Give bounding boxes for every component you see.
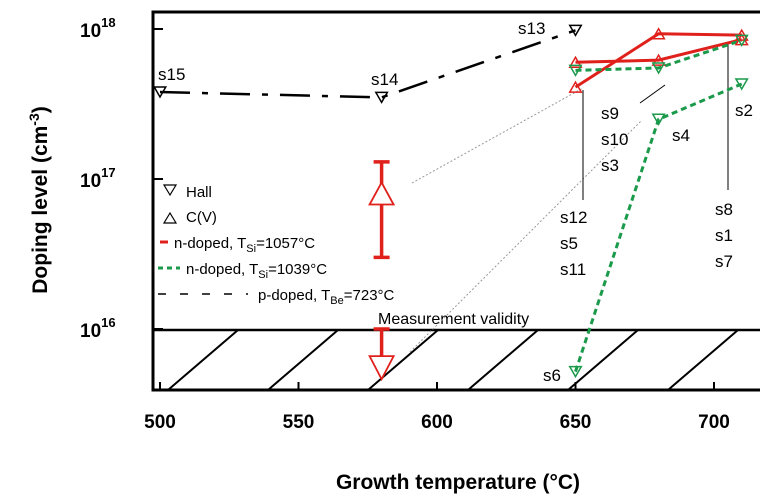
legend-text-pre: n-doped, T	[186, 261, 258, 278]
y-tick-base: 10	[80, 171, 101, 192]
hatch-line	[567, 329, 639, 391]
invalid-region: Measurement validity	[153, 311, 760, 391]
error-bar-marker	[368, 355, 396, 382]
legend-label-n-doped-1057: n-doped, TSi=1057°C	[174, 235, 315, 255]
y-axis-title: Doping level (cm-3)	[26, 106, 52, 293]
legend-text-sub: Si	[246, 243, 256, 255]
point-labels: s15 s14 s13 s2 s4 s6 s9 s10 s3 s12 s5 s1…	[158, 19, 753, 385]
legend-marker-hall	[162, 184, 178, 197]
hatch-line	[367, 329, 439, 391]
series-line	[575, 38, 743, 72]
x-axis-title: Growth temperature (°C)	[336, 471, 580, 494]
group-label-s12: s12	[560, 208, 587, 227]
group-label-s7: s7	[715, 252, 733, 271]
legend-label-p-doped: p-doped, TBe=723°C	[258, 287, 395, 307]
y-tick-exponent: 17	[101, 165, 115, 180]
point-label-s14: s14	[371, 70, 398, 89]
hatch-line	[667, 329, 739, 391]
legend-text-post: =723°C	[344, 287, 395, 304]
data-point-marker	[568, 80, 583, 93]
data-point-marker	[651, 27, 666, 40]
data-point-marker	[651, 53, 666, 66]
marker-layer	[152, 24, 749, 379]
point-label-s15: s15	[158, 65, 185, 84]
legend-text-sub: Si	[258, 269, 268, 281]
y-tick-label: 1017	[80, 165, 116, 192]
legend-text-pre: p-doped, T	[258, 287, 330, 304]
y-tick-label: 1018	[80, 15, 116, 42]
legend-label-cv: C(V)	[186, 209, 217, 226]
point-label-s4: s4	[672, 126, 690, 145]
data-point-marker	[152, 86, 168, 99]
series-line	[574, 32, 742, 89]
series-layer	[159, 29, 743, 373]
error-bar-layer	[368, 160, 396, 382]
x-tick-label: 500	[144, 412, 176, 433]
legend-text-pre: n-doped, T	[174, 235, 246, 252]
series-line	[574, 82, 743, 373]
y-tick-base: 10	[80, 321, 101, 342]
data-point-marker	[734, 34, 749, 47]
data-point-marker	[568, 24, 583, 37]
series-line	[159, 29, 576, 99]
group-label-s5: s5	[560, 234, 578, 253]
data-point-marker	[568, 64, 583, 77]
hatch-line	[167, 329, 239, 391]
hatch-line	[267, 329, 339, 391]
data-point-marker	[651, 62, 666, 75]
x-tick-label: 600	[421, 412, 453, 433]
data-point-marker	[568, 55, 583, 69]
legend-item-cv: C(V)	[162, 209, 217, 226]
legend-item-p-doped: p-doped, TBe=723°C	[158, 287, 395, 307]
leader-lines	[409, 44, 729, 353]
legend: Hall C(V) n-doped, TSi=1057°C n-doped, T…	[158, 184, 395, 307]
legend-item-n-doped-1039: n-doped, TSi=1039°C	[158, 261, 327, 281]
y-tick-label: 1016	[80, 315, 116, 342]
y-tick-exponent: 16	[101, 315, 115, 330]
x-tick-label: 550	[283, 412, 315, 433]
point-label-s13: s13	[518, 19, 545, 38]
legend-label-n-doped-1039: n-doped, TSi=1039°C	[186, 261, 327, 281]
leader-line	[409, 119, 643, 353]
legend-item-hall: Hall	[162, 184, 212, 201]
group-label-s11: s11	[560, 260, 586, 279]
data-point-marker	[651, 113, 666, 126]
point-label-s6: s6	[543, 366, 561, 385]
series-line	[575, 38, 743, 64]
point-label-s2: s2	[735, 101, 753, 120]
plot-frame	[151, 10, 760, 392]
validity-label: Measurement validity	[378, 311, 529, 328]
y-tick-exponent: 18	[101, 15, 115, 30]
group-label-s10: s10	[601, 130, 628, 149]
y-axis-title-sup: -3	[26, 113, 42, 126]
hatch-line	[467, 329, 539, 391]
data-point-marker	[374, 91, 389, 104]
group-label-s3: s3	[601, 156, 619, 175]
y-axis-title-close: )	[29, 106, 52, 113]
group-label-s1: s1	[715, 226, 733, 245]
error-bar-marker	[368, 180, 396, 206]
legend-label-hall: Hall	[186, 184, 212, 201]
y-tick-base: 10	[80, 21, 101, 42]
legend-item-n-doped-1057: n-doped, TSi=1057°C	[160, 235, 315, 255]
x-tick-label: 700	[698, 412, 730, 433]
leader-line	[411, 87, 584, 184]
leader-line	[639, 84, 666, 104]
legend-text-sub: Be	[330, 295, 343, 307]
group-label-s8: s8	[715, 200, 733, 219]
legend-marker-cv	[162, 211, 178, 224]
legend-text-post: =1039°C	[268, 261, 327, 278]
x-tick-label: 650	[560, 412, 592, 433]
data-point-marker	[734, 78, 749, 91]
data-point-marker	[568, 365, 583, 379]
y-axis-title-main: Doping level (cm	[29, 126, 52, 294]
legend-text-post: =1057°C	[256, 235, 315, 252]
group-label-s9: s9	[601, 104, 619, 123]
